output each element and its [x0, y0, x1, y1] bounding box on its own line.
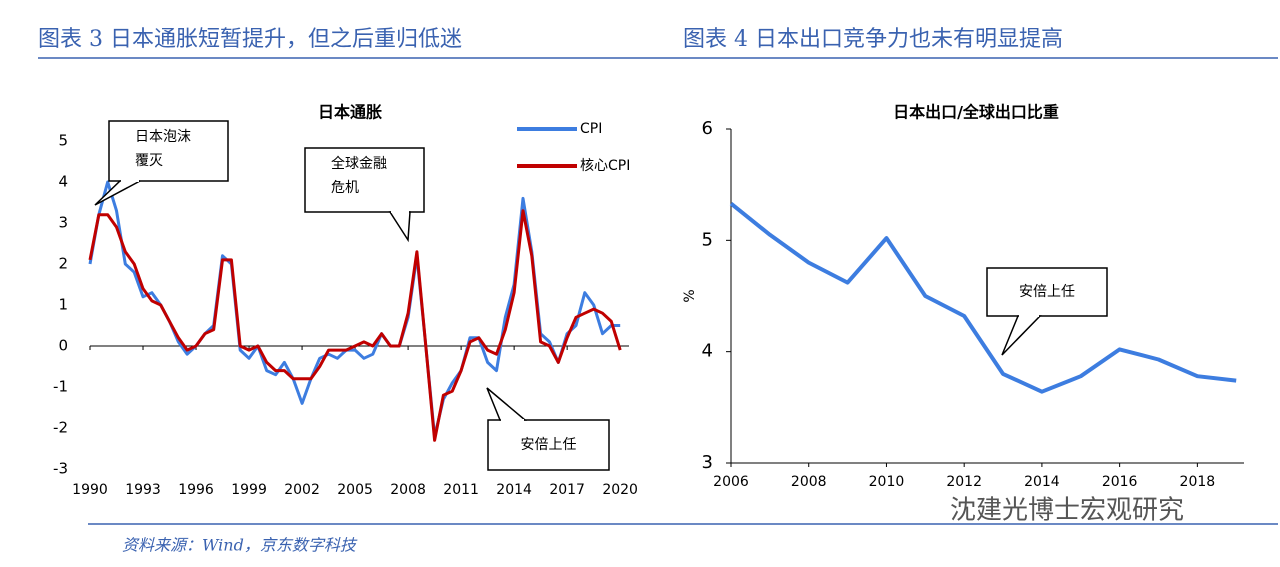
- y-tick-label: 0: [58, 337, 68, 355]
- annotation: 安倍上任: [521, 437, 577, 453]
- y-tick-label: 5: [702, 229, 713, 250]
- source-note: 资料来源：Wind，京东数字科技: [122, 536, 358, 555]
- data-line: [729, 202, 1237, 394]
- x-tick-label: 1996: [178, 482, 214, 498]
- data-line: [88, 209, 622, 442]
- x-tick-label: 2017: [549, 482, 585, 498]
- callout-box: [487, 419, 610, 471]
- watermark: 沈建光博士宏观研究: [950, 496, 1184, 526]
- y-tick-label: 3: [702, 452, 713, 473]
- x-tick-label: 2006: [713, 474, 749, 490]
- figure-heading: 图表 4 日本出口竞争力也未有明显提高: [683, 27, 1063, 52]
- x-tick-label: 1993: [125, 482, 161, 498]
- y-tick-label: 1: [58, 296, 68, 314]
- legend-label: CPI: [580, 121, 602, 137]
- x-tick-label: 2018: [1180, 474, 1216, 490]
- callout-tail: [1001, 315, 1042, 356]
- annotation: 安倍上任: [1019, 284, 1075, 300]
- x-tick-label: 2011: [443, 482, 479, 498]
- annotation: 覆灭: [135, 153, 163, 169]
- callout-tail: [486, 387, 528, 421]
- data-line: [88, 180, 621, 438]
- x-tick-label: 2016: [1102, 474, 1138, 490]
- legend-label: 核心CPI: [580, 158, 630, 174]
- y-axis-label: %: [682, 289, 698, 302]
- y-tick-label: 3: [58, 214, 68, 232]
- x-tick-label: 1990: [72, 482, 108, 498]
- callout-tail: [388, 211, 411, 243]
- y-tick-label: -2: [53, 419, 68, 437]
- x-tick-label: 2010: [869, 474, 905, 490]
- annotation: 日本泡沫: [135, 129, 191, 145]
- x-tick-label: 2014: [496, 482, 532, 498]
- callout-box: [986, 267, 1108, 317]
- annotation: 危机: [331, 180, 359, 196]
- y-tick-label: -3: [53, 460, 68, 478]
- y-tick-label: 5: [58, 132, 68, 150]
- y-tick-label: 4: [702, 341, 713, 362]
- y-tick-label: 4: [58, 173, 68, 191]
- x-tick-label: 2012: [946, 474, 982, 490]
- x-tick-label: 2005: [337, 482, 373, 498]
- x-tick-label: 2008: [791, 474, 827, 490]
- callout-tail: [94, 180, 141, 206]
- callout-box: [108, 120, 229, 182]
- y-tick-label: 2: [58, 255, 68, 273]
- y-tick-label: -1: [53, 378, 68, 396]
- chart-title: 日本出口/全球出口比重: [893, 103, 1059, 122]
- y-tick-label: 6: [702, 118, 713, 139]
- x-tick-label: 2020: [602, 482, 638, 498]
- callout-box: [304, 147, 425, 213]
- x-tick-label: 1999: [231, 482, 267, 498]
- x-tick-label: 2002: [284, 482, 320, 498]
- x-tick-label: 2014: [1024, 474, 1060, 490]
- chart-title: 日本通胀: [318, 103, 382, 122]
- x-tick-label: 2008: [390, 482, 426, 498]
- annotation: 全球金融: [331, 155, 387, 172]
- figure-heading: 图表 3 日本通胀短暂提升，但之后重归低迷: [38, 27, 462, 52]
